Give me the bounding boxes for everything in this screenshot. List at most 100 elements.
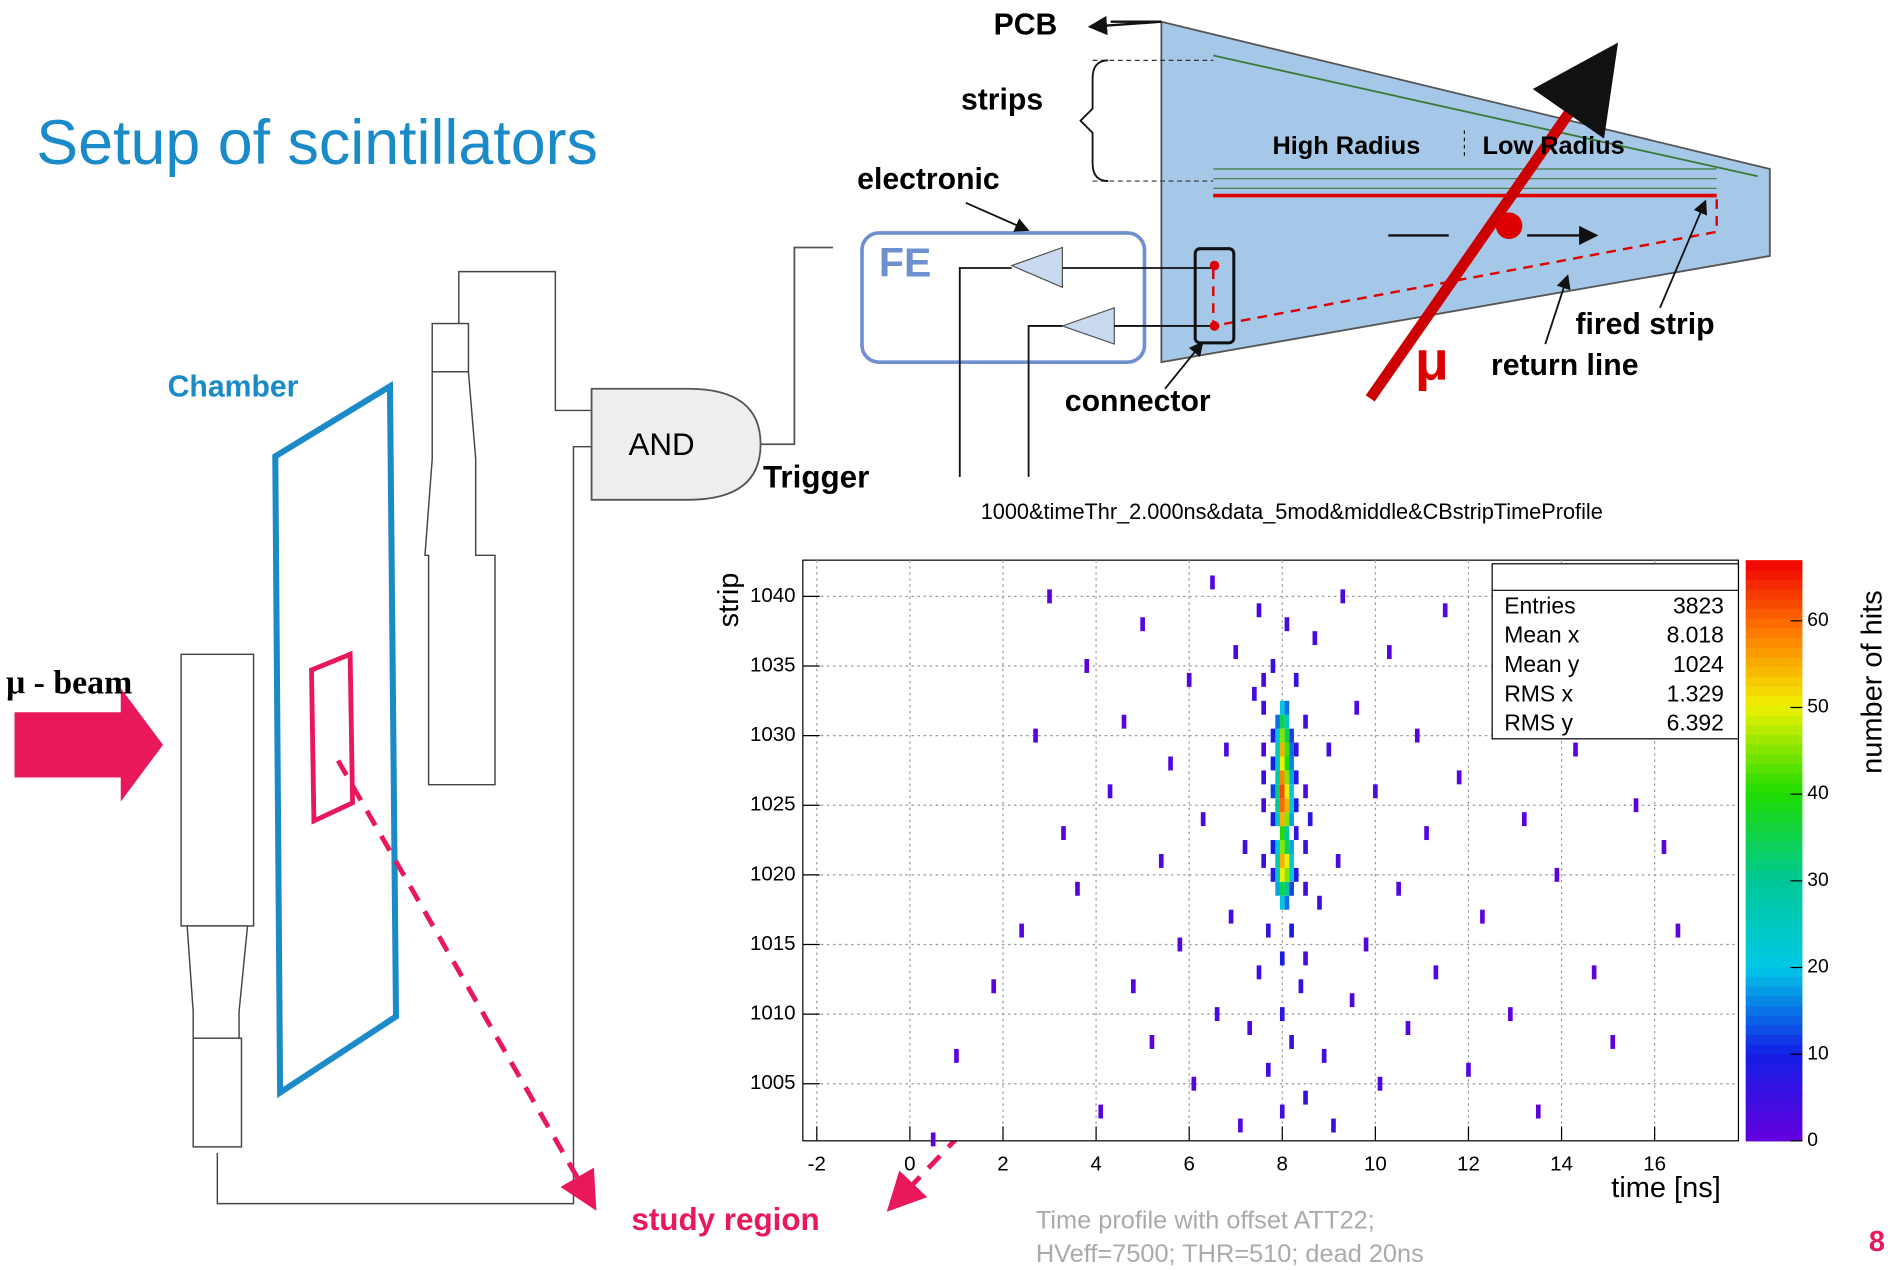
connector-label: connector xyxy=(1065,385,1211,418)
colorbar-segment xyxy=(1745,821,1803,832)
cell xyxy=(1293,826,1299,841)
cell xyxy=(1303,784,1308,799)
colorbar-segment xyxy=(1745,898,1803,910)
cell xyxy=(1279,700,1285,715)
stats-value: 8.018 xyxy=(1667,622,1724,648)
cell xyxy=(1340,589,1346,604)
y-axis-label: strip xyxy=(713,573,745,628)
stats-value: 6.392 xyxy=(1667,710,1724,736)
cell xyxy=(1442,603,1448,618)
colorbar-segment xyxy=(1745,714,1803,726)
colorbar-segment xyxy=(1745,637,1803,648)
x-tick-label: 16 xyxy=(1643,1152,1666,1175)
cell xyxy=(1289,784,1294,799)
colorbar-segment xyxy=(1745,753,1803,764)
colorbar-segment xyxy=(1745,1073,1803,1084)
x-tick-label: 14 xyxy=(1550,1152,1573,1175)
colorbar-segment xyxy=(1745,1121,1803,1132)
cell xyxy=(1414,728,1420,743)
cell xyxy=(1279,798,1285,813)
cell xyxy=(1298,979,1304,994)
cell xyxy=(1098,1104,1104,1119)
cell xyxy=(1293,798,1299,813)
cell xyxy=(1363,937,1369,952)
colorbar-label: number of hits xyxy=(1856,590,1888,774)
cell xyxy=(1275,728,1280,743)
cell xyxy=(1130,979,1136,994)
cell xyxy=(1508,1007,1513,1022)
cell xyxy=(1084,659,1090,673)
cell xyxy=(1303,951,1308,966)
cell xyxy=(1107,784,1113,799)
colorbar-tick-label: 20 xyxy=(1807,957,1828,978)
colorbar-segment xyxy=(1745,1082,1803,1094)
colorbar-segment xyxy=(1745,744,1803,755)
cell xyxy=(1535,1104,1541,1119)
cell xyxy=(1275,742,1280,757)
colorbar-segment xyxy=(1745,608,1803,619)
y-tick-label: 1025 xyxy=(750,793,796,816)
colorbar-segment xyxy=(1745,676,1803,687)
cell xyxy=(1279,728,1285,743)
colorbar-segment xyxy=(1745,579,1803,590)
cell xyxy=(1293,742,1299,757)
cell xyxy=(1265,923,1271,938)
cell xyxy=(1256,603,1262,618)
cell xyxy=(1061,826,1066,841)
cell xyxy=(1275,881,1280,896)
cell xyxy=(1284,742,1290,757)
cell xyxy=(1284,881,1290,896)
cell xyxy=(1289,756,1294,771)
colorbar-segment xyxy=(1745,792,1803,803)
cell xyxy=(1289,812,1294,827)
colorbar-segment xyxy=(1745,985,1803,997)
stats-value: 1.329 xyxy=(1667,680,1724,706)
cell xyxy=(1270,756,1276,771)
colorbar-tick-label: 50 xyxy=(1807,697,1828,718)
cell xyxy=(1279,881,1285,896)
cell xyxy=(1284,756,1290,771)
colorbar-segment xyxy=(1745,918,1803,929)
cell xyxy=(1033,728,1038,743)
cell xyxy=(1349,993,1355,1008)
cell xyxy=(1275,784,1280,799)
cell xyxy=(1238,1118,1243,1133)
colorbar-segment xyxy=(1745,705,1803,716)
cell xyxy=(1270,840,1276,854)
colorbar-segment xyxy=(1745,763,1803,774)
cell xyxy=(1270,659,1276,673)
x-tick-label: 8 xyxy=(1277,1152,1288,1175)
stats-value: 3823 xyxy=(1673,592,1724,618)
study-region-label: study region xyxy=(631,1202,819,1237)
colorbar-segment xyxy=(1745,840,1803,852)
colorbar-segment xyxy=(1745,734,1803,745)
cell xyxy=(1387,645,1392,660)
cell xyxy=(1293,770,1299,785)
cell xyxy=(1354,700,1360,715)
cell xyxy=(1289,867,1294,882)
cell xyxy=(1303,1090,1308,1105)
caption: Time profile with offset ATT22; xyxy=(1036,1206,1375,1234)
stats-label: Mean x xyxy=(1504,622,1580,648)
colorbar-tick-label: 30 xyxy=(1807,870,1828,891)
cell xyxy=(1289,853,1294,868)
colorbar-tick-label: 0 xyxy=(1807,1130,1818,1151)
cell xyxy=(1279,895,1285,910)
fired-strip-label: fired strip xyxy=(1575,308,1714,341)
cell xyxy=(1405,1021,1411,1035)
stats-label: RMS y xyxy=(1504,710,1573,736)
y-tick-label: 1005 xyxy=(750,1071,796,1094)
colorbar-segment xyxy=(1745,656,1803,668)
cell xyxy=(1331,1118,1336,1133)
colorbar-segment xyxy=(1745,647,1803,658)
cell xyxy=(1279,840,1285,854)
colorbar-segment xyxy=(1745,879,1803,890)
cell xyxy=(1261,853,1266,868)
stats-label: Mean y xyxy=(1504,651,1580,677)
trigger-label: Trigger xyxy=(763,460,869,495)
y-tick-label: 1010 xyxy=(750,1002,796,1025)
cell xyxy=(1326,742,1332,757)
cell xyxy=(1252,686,1257,701)
electronic-label: electronic xyxy=(857,163,1000,196)
